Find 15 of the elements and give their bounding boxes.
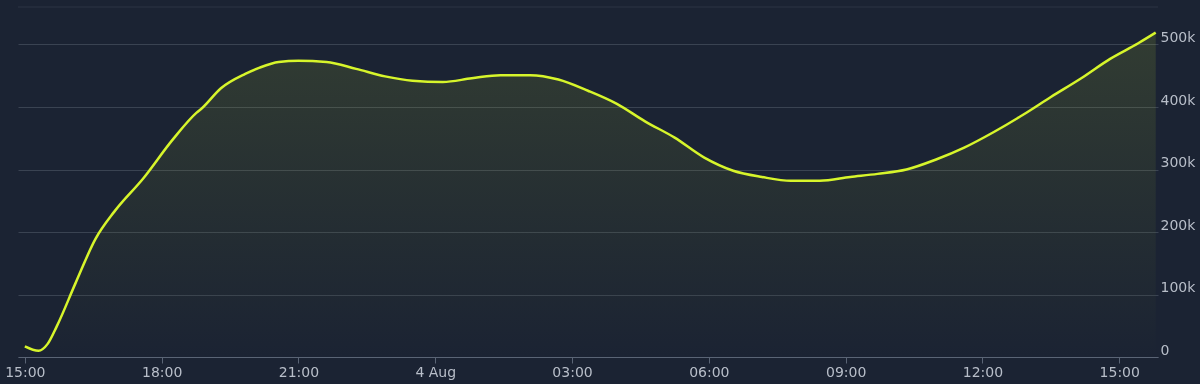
y-tick-label: 0 — [1160, 341, 1170, 358]
x-tick-label: 4 Aug — [415, 363, 457, 380]
y-tick-label: 500k — [1160, 29, 1197, 45]
x-tick-label: 21:00 — [278, 363, 320, 380]
x-tick-label: 15:00 — [5, 363, 46, 380]
x-tick-label: 12:00 — [962, 363, 1004, 380]
x-tick-label: 09:00 — [825, 363, 867, 380]
x-tick-label: 03:00 — [552, 363, 593, 380]
y-tick-label: 200k — [1160, 216, 1197, 233]
y-tick-label: 400k — [1160, 91, 1197, 108]
y-tick-label: 300k — [1160, 154, 1197, 170]
x-tick-label: 06:00 — [689, 363, 730, 380]
y-tick-label: 100k — [1160, 279, 1197, 295]
x-tick-label: 15:00 — [1099, 363, 1140, 380]
x-tick-label: 18:00 — [141, 363, 183, 380]
